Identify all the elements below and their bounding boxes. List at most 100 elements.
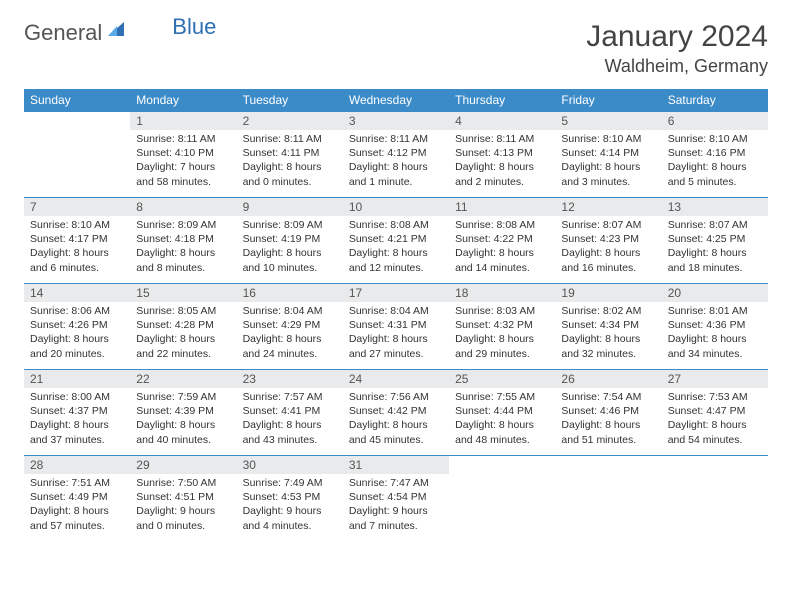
day-cell: 22Sunrise: 7:59 AMSunset: 4:39 PMDayligh… [130,370,236,456]
day-number: 17 [343,284,449,302]
day-number: 12 [555,198,661,216]
day-cell: 30Sunrise: 7:49 AMSunset: 4:53 PMDayligh… [237,456,343,542]
day-cell: 20Sunrise: 8:01 AMSunset: 4:36 PMDayligh… [662,284,768,370]
day-details: Sunrise: 7:51 AMSunset: 4:49 PMDaylight:… [24,474,130,537]
day-number: 15 [130,284,236,302]
day-cell [662,456,768,542]
day-cell: 27Sunrise: 7:53 AMSunset: 4:47 PMDayligh… [662,370,768,456]
day-cell: 5Sunrise: 8:10 AMSunset: 4:14 PMDaylight… [555,112,661,198]
day-cell: 4Sunrise: 8:11 AMSunset: 4:13 PMDaylight… [449,112,555,198]
month-title: January 2024 [586,20,768,54]
day-number: 21 [24,370,130,388]
day-cell: 24Sunrise: 7:56 AMSunset: 4:42 PMDayligh… [343,370,449,456]
day-details: Sunrise: 8:10 AMSunset: 4:14 PMDaylight:… [555,130,661,193]
day-details: Sunrise: 8:07 AMSunset: 4:23 PMDaylight:… [555,216,661,279]
day-cell: 11Sunrise: 8:08 AMSunset: 4:22 PMDayligh… [449,198,555,284]
day-cell: 26Sunrise: 7:54 AMSunset: 4:46 PMDayligh… [555,370,661,456]
weekday-header: Monday [130,89,236,112]
day-number: 31 [343,456,449,474]
day-cell: 21Sunrise: 8:00 AMSunset: 4:37 PMDayligh… [24,370,130,456]
day-cell: 2Sunrise: 8:11 AMSunset: 4:11 PMDaylight… [237,112,343,198]
day-cell: 12Sunrise: 8:07 AMSunset: 4:23 PMDayligh… [555,198,661,284]
day-number: 19 [555,284,661,302]
day-details: Sunrise: 7:54 AMSunset: 4:46 PMDaylight:… [555,388,661,451]
day-number: 22 [130,370,236,388]
day-details: Sunrise: 7:49 AMSunset: 4:53 PMDaylight:… [237,474,343,537]
day-details: Sunrise: 8:04 AMSunset: 4:29 PMDaylight:… [237,302,343,365]
day-cell: 10Sunrise: 8:08 AMSunset: 4:21 PMDayligh… [343,198,449,284]
day-cell: 1Sunrise: 8:11 AMSunset: 4:10 PMDaylight… [130,112,236,198]
title-block: January 2024 Waldheim, Germany [586,20,768,77]
table-row: 7Sunrise: 8:10 AMSunset: 4:17 PMDaylight… [24,198,768,284]
day-number: 9 [237,198,343,216]
day-number: 16 [237,284,343,302]
day-cell: 7Sunrise: 8:10 AMSunset: 4:17 PMDaylight… [24,198,130,284]
day-cell: 19Sunrise: 8:02 AMSunset: 4:34 PMDayligh… [555,284,661,370]
day-number: 29 [130,456,236,474]
day-details: Sunrise: 7:53 AMSunset: 4:47 PMDaylight:… [662,388,768,451]
day-cell [449,456,555,542]
day-number: 2 [237,112,343,130]
table-row: 1Sunrise: 8:11 AMSunset: 4:10 PMDaylight… [24,112,768,198]
day-details: Sunrise: 8:00 AMSunset: 4:37 PMDaylight:… [24,388,130,451]
day-number: 5 [555,112,661,130]
day-cell: 15Sunrise: 8:05 AMSunset: 4:28 PMDayligh… [130,284,236,370]
day-details: Sunrise: 8:02 AMSunset: 4:34 PMDaylight:… [555,302,661,365]
day-cell [24,112,130,198]
day-cell: 16Sunrise: 8:04 AMSunset: 4:29 PMDayligh… [237,284,343,370]
weekday-header: Sunday [24,89,130,112]
day-details: Sunrise: 8:03 AMSunset: 4:32 PMDaylight:… [449,302,555,365]
day-cell: 9Sunrise: 8:09 AMSunset: 4:19 PMDaylight… [237,198,343,284]
logo-text-general: General [24,20,102,46]
weekday-header: Friday [555,89,661,112]
day-number: 8 [130,198,236,216]
day-details: Sunrise: 8:09 AMSunset: 4:18 PMDaylight:… [130,216,236,279]
day-details: Sunrise: 7:56 AMSunset: 4:42 PMDaylight:… [343,388,449,451]
day-details: Sunrise: 7:47 AMSunset: 4:54 PMDaylight:… [343,474,449,537]
weekday-header-row: SundayMondayTuesdayWednesdayThursdayFrid… [24,89,768,112]
day-cell: 13Sunrise: 8:07 AMSunset: 4:25 PMDayligh… [662,198,768,284]
day-number: 23 [237,370,343,388]
day-cell: 3Sunrise: 8:11 AMSunset: 4:12 PMDaylight… [343,112,449,198]
day-details: Sunrise: 8:10 AMSunset: 4:16 PMDaylight:… [662,130,768,193]
day-number: 6 [662,112,768,130]
day-number: 26 [555,370,661,388]
day-number: 27 [662,370,768,388]
day-details: Sunrise: 8:07 AMSunset: 4:25 PMDaylight:… [662,216,768,279]
location: Waldheim, Germany [586,56,768,77]
logo-sail-icon [106,20,126,46]
day-number: 20 [662,284,768,302]
day-cell: 18Sunrise: 8:03 AMSunset: 4:32 PMDayligh… [449,284,555,370]
day-details: Sunrise: 8:09 AMSunset: 4:19 PMDaylight:… [237,216,343,279]
day-details: Sunrise: 8:05 AMSunset: 4:28 PMDaylight:… [130,302,236,365]
day-number: 24 [343,370,449,388]
day-cell: 17Sunrise: 8:04 AMSunset: 4:31 PMDayligh… [343,284,449,370]
day-cell [555,456,661,542]
logo: General Blue [24,20,216,46]
day-details: Sunrise: 7:55 AMSunset: 4:44 PMDaylight:… [449,388,555,451]
weekday-header: Tuesday [237,89,343,112]
day-number: 1 [130,112,236,130]
table-row: 28Sunrise: 7:51 AMSunset: 4:49 PMDayligh… [24,456,768,542]
day-number: 11 [449,198,555,216]
day-details: Sunrise: 8:11 AMSunset: 4:13 PMDaylight:… [449,130,555,193]
table-row: 21Sunrise: 8:00 AMSunset: 4:37 PMDayligh… [24,370,768,456]
day-details: Sunrise: 8:11 AMSunset: 4:12 PMDaylight:… [343,130,449,193]
day-number: 13 [662,198,768,216]
day-details: Sunrise: 7:57 AMSunset: 4:41 PMDaylight:… [237,388,343,451]
day-cell: 6Sunrise: 8:10 AMSunset: 4:16 PMDaylight… [662,112,768,198]
day-cell: 8Sunrise: 8:09 AMSunset: 4:18 PMDaylight… [130,198,236,284]
day-cell: 14Sunrise: 8:06 AMSunset: 4:26 PMDayligh… [24,284,130,370]
day-details: Sunrise: 7:50 AMSunset: 4:51 PMDaylight:… [130,474,236,537]
day-details: Sunrise: 7:59 AMSunset: 4:39 PMDaylight:… [130,388,236,451]
table-row: 14Sunrise: 8:06 AMSunset: 4:26 PMDayligh… [24,284,768,370]
day-details: Sunrise: 8:08 AMSunset: 4:21 PMDaylight:… [343,216,449,279]
day-number: 3 [343,112,449,130]
day-number: 10 [343,198,449,216]
day-cell: 23Sunrise: 7:57 AMSunset: 4:41 PMDayligh… [237,370,343,456]
weekday-header: Thursday [449,89,555,112]
day-cell: 29Sunrise: 7:50 AMSunset: 4:51 PMDayligh… [130,456,236,542]
day-number: 30 [237,456,343,474]
day-cell: 28Sunrise: 7:51 AMSunset: 4:49 PMDayligh… [24,456,130,542]
day-number: 4 [449,112,555,130]
